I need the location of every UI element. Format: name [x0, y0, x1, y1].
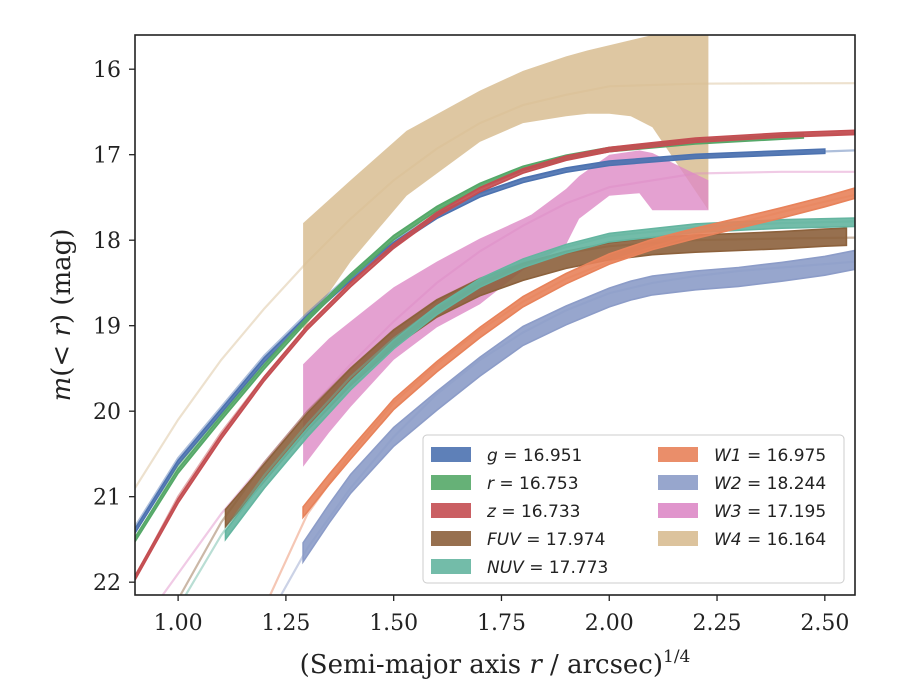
y-tick-label: 16	[93, 58, 121, 83]
legend-label: NUV = 17.773	[487, 558, 608, 578]
y-tick-label: 17	[93, 144, 121, 169]
legend-swatch	[658, 531, 698, 546]
y-tick-label: 20	[93, 400, 121, 425]
x-tick-label: 1.75	[477, 611, 526, 636]
legend-entry-g: g = 16.951	[431, 446, 582, 466]
series-z	[135, 129, 855, 582]
legend: g = 16.951 r = 16.753 z = 16.733 FUV = 17.9…	[422, 434, 845, 584]
legend-entry-fuv: FUV = 17.974	[431, 530, 605, 550]
legend-swatch	[431, 475, 471, 490]
y-tick-label: 18	[93, 229, 121, 254]
x-tick-label: 2.00	[585, 611, 634, 636]
legend-entry-r: r = 16.753	[431, 474, 579, 494]
series-w1	[268, 187, 855, 595]
legend-swatch	[431, 447, 471, 462]
y-axis-label: m(< r) (mag)	[47, 229, 77, 402]
x-tick-label: 2.25	[693, 611, 742, 636]
y-tick-label: 19	[93, 315, 121, 340]
plot-frame	[134, 34, 856, 596]
legend-box	[422, 434, 845, 584]
obs-band-w2	[302, 249, 855, 565]
legend-entry-w3: W3 = 17.195	[658, 502, 826, 522]
x-tick-label: 1.50	[369, 611, 418, 636]
x-tick-label: 1.25	[261, 611, 310, 636]
ticks-layer: 1.00 1.25 1.50 1.75 2.00 2.25 2.50 16 17 18 19 20 21…	[93, 58, 849, 636]
legend-label: g = 16.951	[487, 446, 582, 466]
legend-entry-z: z = 16.733	[431, 502, 580, 522]
legend-entry-w1: W1 = 16.975	[658, 446, 826, 466]
legend-label: W4 = 16.164	[714, 530, 826, 550]
legend-label: W3 = 17.195	[714, 502, 826, 522]
legend-swatch	[431, 559, 471, 574]
legend-label: z = 16.733	[486, 502, 580, 522]
series-layer	[135, 35, 855, 595]
obs-band-z	[135, 129, 855, 582]
legend-swatch	[431, 531, 471, 546]
obs-band-r	[135, 132, 805, 544]
legend-label: W2 = 18.244	[714, 474, 826, 494]
legend-entry-w4: W4 = 16.164	[658, 530, 826, 550]
series-nuv	[184, 217, 855, 595]
legend-entry-w2: W2 = 18.244	[658, 474, 826, 494]
obs-band-w1	[302, 187, 855, 520]
obs-band-w4	[303, 35, 709, 330]
x-axis-label: (Semi-major axis r / arcsec)1/4	[300, 647, 691, 680]
y-tick-label: 21	[93, 486, 121, 511]
legend-label: W1 = 16.975	[714, 446, 826, 466]
legend-swatch	[658, 503, 698, 518]
y-tick-label: 22	[93, 571, 121, 596]
series-w2	[279, 249, 855, 595]
obs-band-nuv	[224, 217, 855, 542]
x-tick-label: 2.50	[800, 611, 849, 636]
series-w4	[135, 35, 855, 489]
legend-label: FUV = 17.974	[487, 530, 605, 550]
legend-label: r = 16.753	[487, 474, 579, 494]
legend-swatch	[658, 475, 698, 490]
legend-swatch	[431, 503, 471, 518]
obs-band-w3	[303, 150, 709, 467]
x-tick-label: 1.00	[154, 611, 203, 636]
legend-swatch	[658, 447, 698, 462]
legend-entry-nuv: NUV = 17.773	[431, 558, 608, 578]
